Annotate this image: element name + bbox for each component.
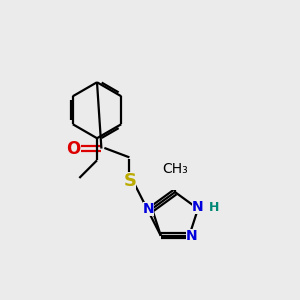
- Text: N: N: [143, 202, 154, 216]
- Text: N: N: [192, 200, 204, 214]
- Text: CH₃: CH₃: [162, 162, 188, 176]
- Text: O: O: [67, 140, 81, 158]
- Text: N: N: [186, 229, 197, 243]
- Text: H: H: [209, 201, 220, 214]
- Text: S: S: [124, 172, 136, 190]
